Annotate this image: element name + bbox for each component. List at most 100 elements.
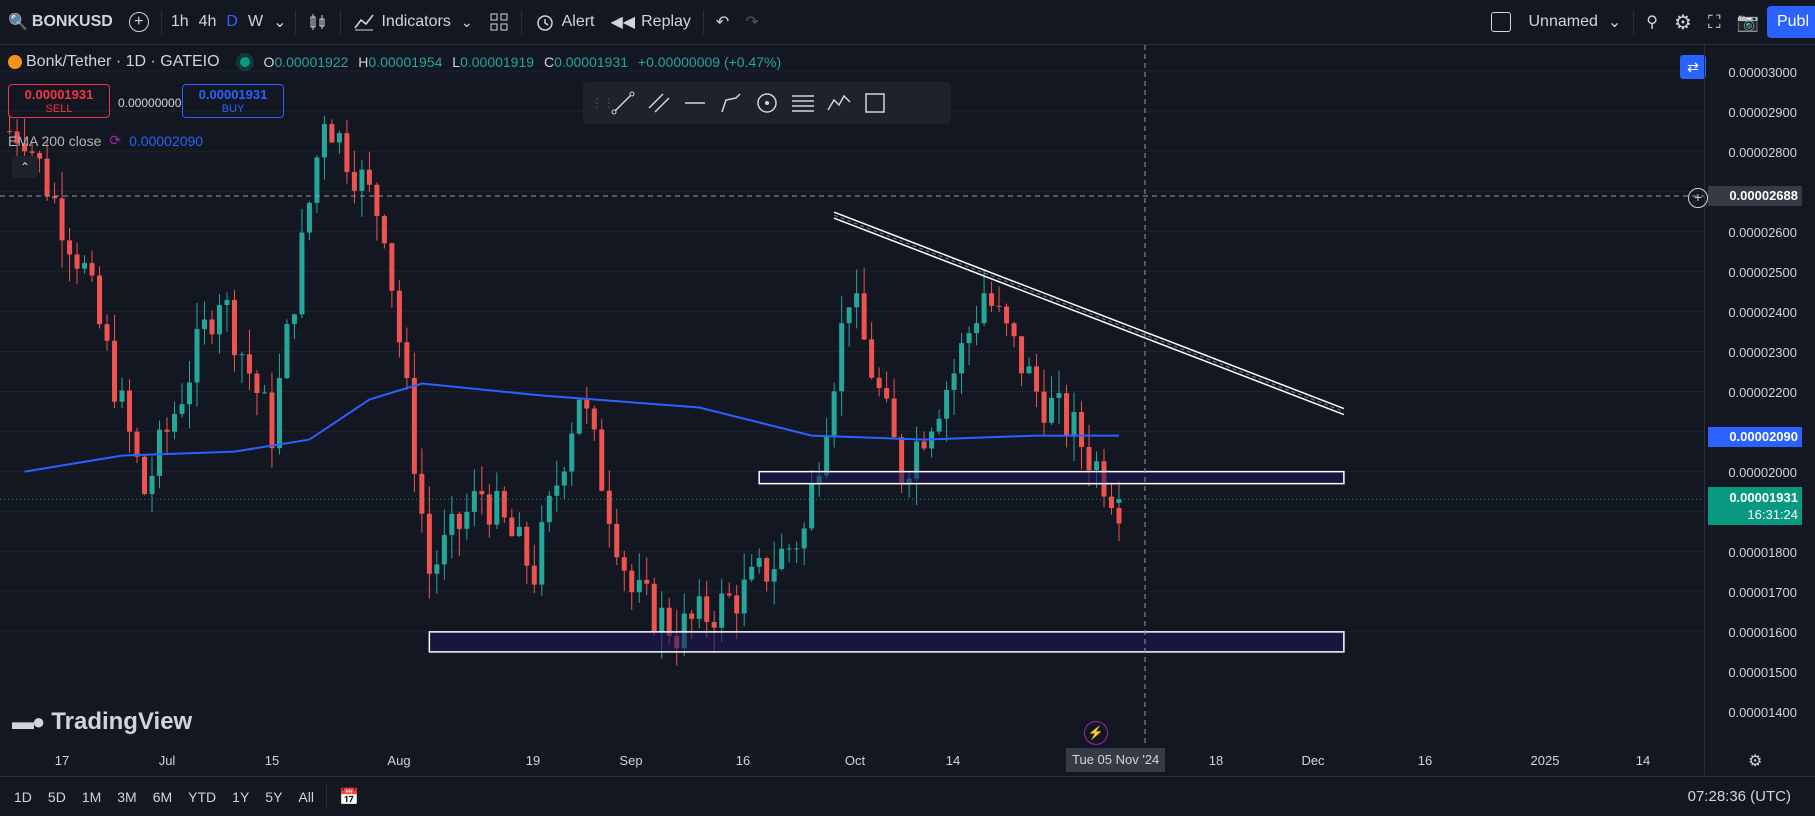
ohlc-values: O0.00001922 H0.00001954 L0.00001919 C0.0…: [264, 54, 782, 70]
chevron-down-icon: ⌄: [273, 12, 286, 32]
interval-w[interactable]: W: [243, 0, 268, 44]
range-1m[interactable]: 1M: [74, 789, 109, 805]
candle-body: [397, 291, 402, 343]
time-label: Oct: [845, 753, 865, 768]
time-label: Dec: [1301, 753, 1324, 768]
zigzag-icon: [826, 90, 852, 116]
axis-settings-button[interactable]: ⚙: [1748, 751, 1762, 771]
tv-logo-icon: ▬●: [12, 709, 43, 735]
market-status-icon: [240, 57, 250, 67]
candle-body: [869, 339, 874, 377]
pattern-tool[interactable]: [821, 85, 857, 121]
undo-button[interactable]: ↶: [708, 0, 737, 44]
redo-button[interactable]: ↷: [737, 0, 766, 44]
symbol-title[interactable]: Bonk/Tether · 1D · GATEIO: [26, 53, 220, 71]
candle-body: [427, 514, 432, 574]
trendline-tool[interactable]: [605, 85, 641, 121]
divider: [326, 785, 327, 809]
buy-button[interactable]: 0.00001931 BUY: [182, 84, 284, 118]
chart-canvas[interactable]: [0, 45, 1704, 775]
collapse-legend-button[interactable]: ⌃: [12, 156, 38, 178]
candle-body: [239, 354, 244, 355]
interval-1h[interactable]: 1h: [166, 0, 194, 44]
candle-body: [637, 580, 642, 592]
search-magic-icon: ⚲: [1646, 12, 1658, 32]
ema-value: 0.00002090: [129, 133, 203, 149]
tradingview-logo[interactable]: ▬● TradingView: [12, 708, 192, 736]
candle-body: [832, 391, 837, 435]
fib-lines-icon: [790, 90, 816, 116]
range-6m[interactable]: 6M: [145, 789, 180, 805]
utc-clock[interactable]: 07:28:36 (UTC): [1688, 788, 1791, 805]
interval-d[interactable]: D: [221, 0, 243, 44]
calendar-icon: 📅: [339, 789, 359, 806]
quick-search-button[interactable]: ⚲: [1638, 0, 1666, 44]
candle-body: [787, 549, 792, 550]
symbol-search[interactable]: 🔍 BONKUSD: [0, 0, 121, 44]
alert-button[interactable]: Alert: [526, 0, 603, 44]
sell-button[interactable]: 0.00001931 SELL: [8, 84, 110, 118]
candle-body: [187, 383, 192, 405]
drag-handle[interactable]: ⋮⋮: [591, 100, 605, 106]
settings-button[interactable]: ⚙: [1666, 0, 1700, 44]
fib-tool[interactable]: [785, 85, 821, 121]
indicators-button[interactable]: Indicators ⌄: [345, 0, 480, 44]
close-value: 0.00001931: [554, 54, 628, 70]
range-1d[interactable]: 1D: [0, 789, 40, 805]
candle-body: [224, 300, 229, 305]
candle-body: [517, 527, 522, 536]
circle-tool[interactable]: [749, 85, 785, 121]
interval-dropdown[interactable]: ⌄: [268, 0, 291, 44]
candle-body: [1012, 323, 1017, 336]
candles-icon: [308, 12, 328, 32]
replay-button[interactable]: ◀◀ Replay: [603, 0, 699, 44]
range-all[interactable]: All: [290, 789, 322, 805]
candle-body: [712, 622, 717, 628]
channel-icon: [646, 90, 672, 116]
fullscreen-button[interactable]: ⛶: [1700, 0, 1729, 44]
time-axis[interactable]: 17 Jul 15 Aug 19 Sep 16 Oct 14 18 Dec 16…: [0, 743, 1704, 775]
layout-menu[interactable]: Unnamed ⌄: [1483, 0, 1630, 44]
rectangle-tool[interactable]: [857, 85, 893, 121]
price-axis[interactable]: 0.00003000 0.00002900 0.00002800 0.00002…: [1704, 45, 1805, 775]
auto-scale-button[interactable]: ⇄: [1680, 55, 1706, 79]
range-ytd[interactable]: YTD: [180, 789, 224, 805]
candle-body: [112, 341, 117, 402]
candle-body: [757, 558, 762, 567]
top-right-group: Unnamed ⌄ ⚲ ⚙ ⛶ 📷 Publ: [1483, 0, 1815, 44]
candle-body: [697, 596, 702, 619]
range-1y[interactable]: 1Y: [224, 789, 257, 805]
crosshair-price-tag: 0.00002688: [1708, 186, 1802, 206]
candle-body: [479, 491, 484, 494]
candle-body: [344, 133, 349, 172]
horizontal-line-tool[interactable]: [677, 85, 713, 121]
range-5y[interactable]: 5Y: [257, 789, 290, 805]
plus-circle-icon: +: [129, 12, 149, 32]
top-toolbar: 🔍 BONKUSD + 1h 4h D W ⌄ Indicators ⌄ Ale…: [0, 0, 1815, 45]
candle-body: [1019, 336, 1024, 373]
time-label: Sep: [619, 753, 642, 768]
interval-4h[interactable]: 4h: [194, 0, 222, 44]
close-label: C: [544, 54, 554, 70]
add-alert-button[interactable]: +: [1688, 188, 1708, 208]
compare-symbol-button[interactable]: +: [121, 0, 157, 44]
time-label: 15: [265, 753, 279, 768]
path-tool[interactable]: [713, 85, 749, 121]
chart-type-button[interactable]: [300, 0, 336, 44]
candle-body: [337, 133, 342, 142]
ema-legend[interactable]: EMA 200 close ⟳ 0.00002090: [8, 132, 203, 149]
templates-button[interactable]: [481, 0, 517, 44]
parallel-channel-tool[interactable]: [641, 85, 677, 121]
loading-icon: ⟳: [109, 132, 121, 149]
range-3m[interactable]: 3M: [109, 789, 144, 805]
support-zone: [759, 472, 1344, 484]
chevron-up-icon: ⌃: [20, 160, 30, 174]
go-to-date-button[interactable]: 📅: [331, 787, 367, 807]
price-label: 0.00001500: [1728, 665, 1797, 680]
candle-body: [944, 390, 949, 419]
publish-button[interactable]: Publ: [1767, 6, 1815, 38]
range-5d[interactable]: 5D: [40, 789, 74, 805]
events-icon[interactable]: ⚡: [1084, 721, 1108, 745]
candle-body: [854, 293, 859, 307]
snapshot-button[interactable]: 📷: [1729, 0, 1767, 44]
